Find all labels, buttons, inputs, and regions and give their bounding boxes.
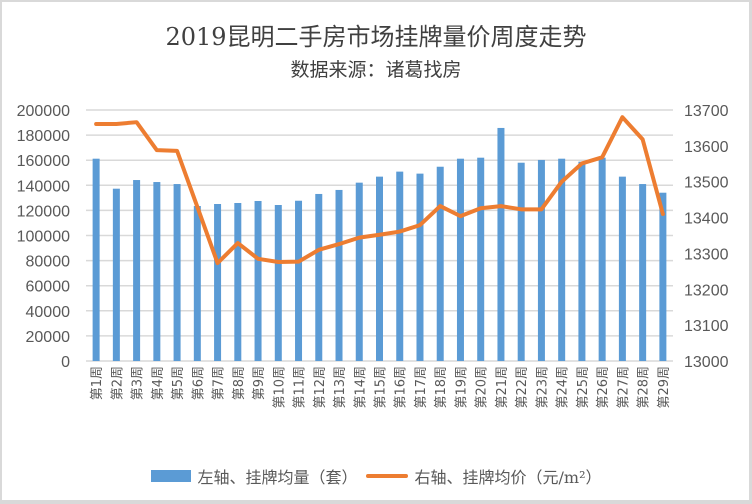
category-label: 第10周 [272,366,287,409]
left-axis-tick-label: 60000 [26,279,71,296]
bar[interactable] [193,206,201,361]
category-label: 第16周 [394,366,409,409]
category-label: 第8周 [232,366,247,400]
left-axis-tick-label: 40000 [26,304,71,321]
legend: 左轴、挂牌均量（套） 右轴、挂牌均价（元/m²） [0,464,752,488]
line-series [94,115,665,266]
category-label: 第17周 [414,366,429,409]
bar[interactable] [274,205,282,361]
bar[interactable] [659,192,667,361]
bar[interactable] [618,176,626,361]
legend-item-bar[interactable]: 左轴、挂牌均量（套） [150,464,358,488]
right-axis-tick-label: 13400 [684,211,729,228]
left-axis-tick-label: 120000 [17,203,70,220]
bar[interactable] [295,200,303,361]
bar[interactable] [214,203,222,361]
category-label: 第27周 [616,366,631,409]
category-label: 第26周 [596,366,611,409]
bar[interactable] [578,161,586,361]
left-axis-tick-label: 180000 [17,128,70,145]
category-label: 第1周 [90,366,105,400]
left-axis-ticks: 0 20000 40000 60000 80000 100000 120000 140000 1… [17,103,70,371]
category-label: 第18周 [434,366,449,409]
category-label: 第28周 [637,366,652,409]
category-labels: 第1周 第2周 第3周 第4周 第5周 第6周 第7周 第8周 第9周 第10周 第11周 第12周第… [90,366,672,409]
category-label: 第23周 [535,366,550,409]
left-axis-tick-label: 80000 [26,254,71,271]
bar-series [92,127,667,361]
legend-item-line[interactable]: 右轴、挂牌均价（元/m²） [365,464,602,488]
category-label: 第6周 [191,366,206,400]
bar[interactable] [173,184,181,361]
bar[interactable] [416,173,424,361]
bar[interactable] [355,182,363,361]
chart-title: 2019昆明二手房市场挂牌量价周度走势 [165,23,587,51]
category-label: 第12周 [313,366,328,409]
category-label: 第25周 [576,366,591,409]
left-axis-tick-label: 140000 [17,178,70,195]
category-label: 第14周 [353,366,368,409]
line-swatch-icon [365,474,408,478]
bar[interactable] [335,189,343,361]
category-label: 第3周 [131,366,146,400]
category-label: 第20周 [475,366,490,409]
right-axis-tick-label: 13300 [684,246,729,263]
category-label: 第9周 [252,366,267,400]
left-axis-tick-label: 0 [61,354,70,371]
bar[interactable] [133,180,141,361]
category-label: 第4周 [151,366,166,400]
bar-swatch-icon [150,470,191,482]
bar[interactable] [497,127,505,361]
right-axis-tick-label: 13500 [684,175,729,192]
category-label: 第19周 [454,366,469,409]
category-label: 第29周 [657,366,672,409]
category-label: 第15周 [374,366,389,409]
bar[interactable] [558,158,566,361]
category-label: 第22周 [515,366,530,409]
bar[interactable] [517,162,525,361]
bar[interactable] [92,158,100,361]
left-axis-tick-label: 200000 [17,103,70,120]
left-axis-tick-label: 20000 [26,329,71,346]
right-axis-tick-label: 13600 [684,139,729,156]
bar[interactable] [396,171,404,361]
chart-subtitle: 数据来源：诸葛找房 [290,59,462,81]
right-axis-tick-label: 13200 [684,282,729,299]
bar[interactable] [456,158,464,361]
right-axis-tick-label: 13700 [684,103,729,120]
bar[interactable] [153,182,161,361]
bar[interactable] [112,188,120,361]
bar[interactable] [537,159,545,361]
bar[interactable] [639,184,647,361]
bar[interactable] [477,157,485,361]
right-axis-tick-label: 13100 [684,318,729,335]
bar[interactable] [436,166,444,361]
bar[interactable] [598,157,606,361]
category-label: 第11周 [293,366,308,409]
bar[interactable] [376,176,383,361]
left-axis-tick-label: 100000 [17,229,70,246]
bar[interactable] [315,193,323,361]
category-label: 第21周 [495,366,510,409]
category-label: 第2周 [110,366,125,400]
category-label: 第13周 [333,366,348,409]
category-label: 第7周 [212,366,227,400]
category-label: 第5周 [171,366,186,400]
right-axis-ticks: 13000 13100 13200 13300 13400 13500 13600 13700 [684,103,729,371]
legend-label-line: 右轴、挂牌均价（元/m²） [414,468,602,487]
left-axis-tick-label: 160000 [17,153,70,170]
right-axis-tick-label: 13000 [684,354,729,371]
category-label: 第24周 [556,366,571,409]
bar[interactable] [254,200,262,361]
legend-label-bar: 左轴、挂牌均量（套） [197,468,358,487]
bar[interactable] [234,202,242,361]
